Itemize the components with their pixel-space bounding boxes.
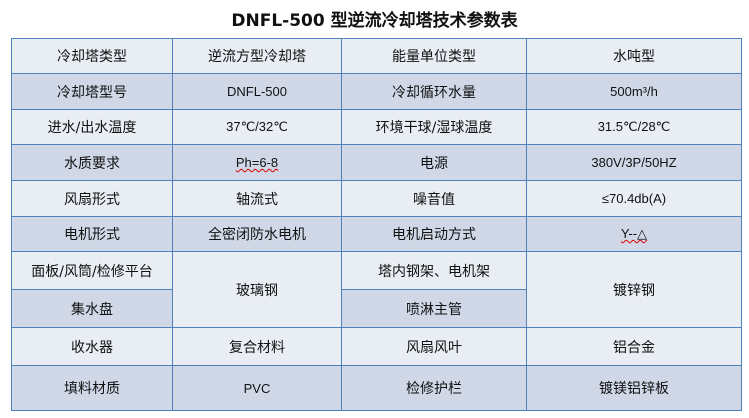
- cell: 玻璃钢: [172, 251, 342, 328]
- spellcheck-text: Ph=6-8: [235, 155, 279, 170]
- cell: 37℃/32℃: [172, 109, 342, 145]
- cell: 塔内钢架、电机架: [341, 251, 527, 290]
- table-row: 水质要求 Ph=6-8 电源 380V/3P/50HZ: [11, 144, 742, 181]
- cell: DNFL-500: [172, 73, 342, 110]
- cell: 380V/3P/50HZ: [526, 144, 742, 181]
- cell: 镀镁铝锌板: [526, 365, 742, 411]
- cell: 31.5℃/28℃: [526, 109, 742, 145]
- cell: 全密闭防水电机: [172, 216, 342, 252]
- cell: 冷却循环水量: [341, 73, 527, 110]
- cell: 能量单位类型: [341, 38, 527, 74]
- cell: 风扇风叶: [341, 327, 527, 366]
- cell: 水质要求: [11, 144, 173, 181]
- cell: 冷却塔型号: [11, 73, 173, 110]
- cell: 环境干球/湿球温度: [341, 109, 527, 145]
- parameter-table: 冷却塔类型 逆流方型冷却塔 能量单位类型 水吨型 冷却塔型号 DNFL-500 …: [11, 38, 742, 411]
- table-row: 冷却塔型号 DNFL-500 冷却循环水量 500m³/h: [11, 73, 742, 110]
- page-title: DNFL-500 型逆流冷却塔技术参数表: [231, 11, 518, 31]
- spellcheck-text: Y--△: [620, 226, 648, 241]
- cell: 铝合金: [526, 327, 742, 366]
- cell: Ph=6-8: [172, 144, 342, 181]
- cell: ≤70.4db(A): [526, 180, 742, 217]
- cell: 电源: [341, 144, 527, 181]
- cell: 镀锌钢: [526, 251, 742, 328]
- cell: 电机形式: [11, 216, 173, 252]
- cell: 逆流方型冷却塔: [172, 38, 342, 74]
- cell: 复合材料: [172, 327, 342, 366]
- cell: 喷淋主管: [341, 289, 527, 328]
- cell: 冷却塔类型: [11, 38, 173, 74]
- table-row: 电机形式 全密闭防水电机 电机启动方式 Y--△: [11, 216, 742, 252]
- cell: 水吨型: [526, 38, 742, 74]
- table-row: 冷却塔类型 逆流方型冷却塔 能量单位类型 水吨型: [11, 38, 742, 74]
- cell: 轴流式: [172, 180, 342, 217]
- table-row: 收水器 复合材料 风扇风叶 铝合金: [11, 327, 742, 366]
- cell: 风扇形式: [11, 180, 173, 217]
- cell: 500m³/h: [526, 73, 742, 110]
- cell: PVC: [172, 365, 342, 411]
- table-row: 风扇形式 轴流式 噪音值 ≤70.4db(A): [11, 180, 742, 217]
- table-row: 集水盘 喷淋主管: [11, 289, 742, 328]
- cell: 收水器: [11, 327, 173, 366]
- cell: 集水盘: [11, 289, 173, 328]
- cell: 进水/出水温度: [11, 109, 173, 145]
- cell: Y--△: [526, 216, 742, 252]
- table-row: 面板/风筒/检修平台 玻璃钢 塔内钢架、电机架 镀锌钢: [11, 251, 742, 328]
- cell: 噪音值: [341, 180, 527, 217]
- cell: 面板/风筒/检修平台: [11, 251, 173, 290]
- cell: 检修护栏: [341, 365, 527, 411]
- table-row: 填料材质 PVC 检修护栏 镀镁铝锌板: [11, 365, 742, 411]
- cell: 填料材质: [11, 365, 173, 411]
- table-row: 进水/出水温度 37℃/32℃ 环境干球/湿球温度 31.5℃/28℃: [11, 109, 742, 145]
- cell: 电机启动方式: [341, 216, 527, 252]
